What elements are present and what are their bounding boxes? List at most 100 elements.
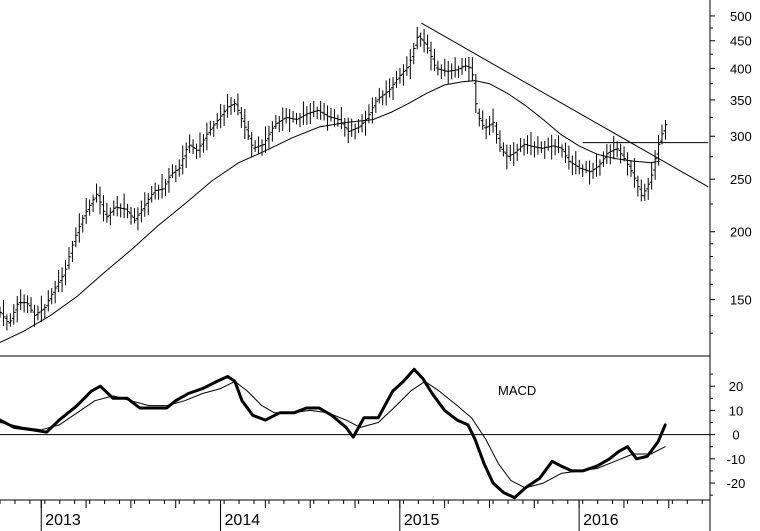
ohlc-bar bbox=[456, 65, 461, 78]
ohlc-bar bbox=[53, 280, 58, 304]
ohlc-bar bbox=[622, 146, 627, 162]
ohlc-bar bbox=[218, 103, 223, 129]
ohlc-bar bbox=[97, 186, 102, 215]
ohlc-bar bbox=[497, 130, 502, 153]
ohlc-bar bbox=[370, 97, 375, 124]
ohlc-bar bbox=[360, 114, 365, 133]
price-tick-label-200: 200 bbox=[730, 225, 752, 240]
ohlc-bar bbox=[294, 112, 299, 125]
ohlc-bar bbox=[377, 87, 382, 104]
ohlc-bar bbox=[401, 64, 406, 86]
ohlc-bar bbox=[339, 107, 344, 130]
ohlc-bar bbox=[632, 158, 637, 188]
ohlc-bar bbox=[39, 295, 44, 323]
ohlc-bar bbox=[646, 177, 651, 200]
ohlc-bar bbox=[477, 108, 482, 127]
ohlc-bar bbox=[511, 142, 516, 167]
ohlc-bar bbox=[132, 208, 137, 224]
ohlc-bar bbox=[187, 134, 192, 153]
ohlc-bar bbox=[15, 296, 20, 323]
ohlc-bar bbox=[356, 119, 361, 133]
ohlc-bar bbox=[149, 185, 154, 203]
ohlc-bar bbox=[591, 162, 596, 179]
ohlc-bar bbox=[277, 116, 282, 133]
ohlc-bar bbox=[380, 90, 385, 106]
ohlc-bar bbox=[625, 152, 630, 176]
ohlc-bar bbox=[111, 200, 116, 216]
ohlc-bar bbox=[366, 104, 371, 124]
ohlc-bar bbox=[363, 110, 368, 136]
ohlc-bar bbox=[80, 214, 85, 233]
macd-tick-label-10: 10 bbox=[729, 403, 743, 418]
ohlc-bar bbox=[139, 200, 144, 223]
ohlc-bar bbox=[215, 113, 220, 129]
moving-average-line bbox=[0, 80, 660, 343]
ohlc-bar bbox=[66, 247, 71, 270]
macd-line bbox=[0, 367, 667, 500]
ohlc-bar bbox=[318, 100, 323, 120]
price-tick-label-300: 300 bbox=[730, 129, 752, 144]
ohlc-bar bbox=[660, 124, 665, 145]
ohlc-bar bbox=[104, 202, 109, 223]
macd-panel: 20 10 0 -10 -20 bbox=[0, 367, 745, 500]
ohlc-bar bbox=[184, 142, 189, 169]
ohlc-bar bbox=[87, 199, 92, 216]
ohlc-bar bbox=[49, 288, 54, 305]
ohlc-bar bbox=[242, 108, 247, 140]
ohlc-bar bbox=[11, 304, 16, 325]
macd-signal-line bbox=[0, 380, 666, 489]
ohlc-bar bbox=[91, 194, 96, 213]
ohlc-bar bbox=[246, 121, 251, 140]
ohlc-bar bbox=[653, 150, 658, 180]
ohlc-bar bbox=[170, 164, 175, 179]
ohlc-bar bbox=[270, 121, 275, 142]
ohlc-bar bbox=[422, 29, 427, 53]
ohlc-bar bbox=[563, 142, 568, 163]
ohlc-bar bbox=[473, 73, 478, 113]
macd-tick-label-20: 20 bbox=[729, 379, 743, 394]
macd-tick-label-0: 0 bbox=[732, 428, 739, 443]
ohlc-bar bbox=[266, 125, 271, 149]
ohlc-bar bbox=[135, 207, 140, 231]
ohlc-bar bbox=[570, 155, 575, 176]
downtrend-line bbox=[421, 22, 709, 188]
ohlc-bar bbox=[487, 116, 492, 136]
ohlc-bar bbox=[597, 159, 602, 176]
ohlc-bar bbox=[508, 144, 513, 162]
ohlc-bar bbox=[163, 178, 168, 196]
ohlc-bar bbox=[201, 134, 206, 153]
ohlc-bar bbox=[239, 106, 244, 128]
ohlc-bar bbox=[249, 132, 254, 158]
ohlc-bar bbox=[77, 213, 82, 243]
ohlc-bar bbox=[208, 120, 213, 136]
price-tick-label-450: 450 bbox=[730, 34, 752, 49]
ohlc-bar bbox=[84, 197, 89, 224]
ohlc-bar bbox=[4, 314, 9, 331]
price-tick-label-400: 400 bbox=[730, 61, 752, 76]
ohlc-bar bbox=[470, 57, 475, 81]
ohlc-bar bbox=[60, 267, 65, 293]
ohlc-bar bbox=[8, 313, 13, 327]
ohlc-bar bbox=[204, 122, 209, 151]
ohlc-bar bbox=[35, 305, 40, 321]
ohlc-bar bbox=[280, 107, 285, 131]
ohlc-bar bbox=[173, 165, 178, 183]
year-label-2016: 2016 bbox=[583, 512, 619, 529]
ohlc-bar bbox=[432, 48, 437, 72]
ohlc-bar bbox=[515, 143, 520, 162]
ohlc-bar bbox=[73, 227, 78, 248]
ohlc-bar bbox=[480, 110, 485, 130]
ohlc-bar bbox=[29, 297, 34, 313]
ohlc-bar bbox=[415, 26, 420, 50]
year-label-2014: 2014 bbox=[225, 512, 261, 529]
ohlc-bar bbox=[642, 183, 647, 201]
ohlc-bar bbox=[397, 67, 402, 84]
ohlc-bar bbox=[491, 108, 496, 133]
ohlc-bar bbox=[177, 159, 182, 177]
ohlc-bar bbox=[615, 141, 620, 158]
ohlc-bar bbox=[394, 70, 399, 88]
ohlc-bar bbox=[46, 290, 51, 312]
ohlc-bar bbox=[263, 126, 268, 153]
ohlc-bar bbox=[222, 104, 227, 127]
